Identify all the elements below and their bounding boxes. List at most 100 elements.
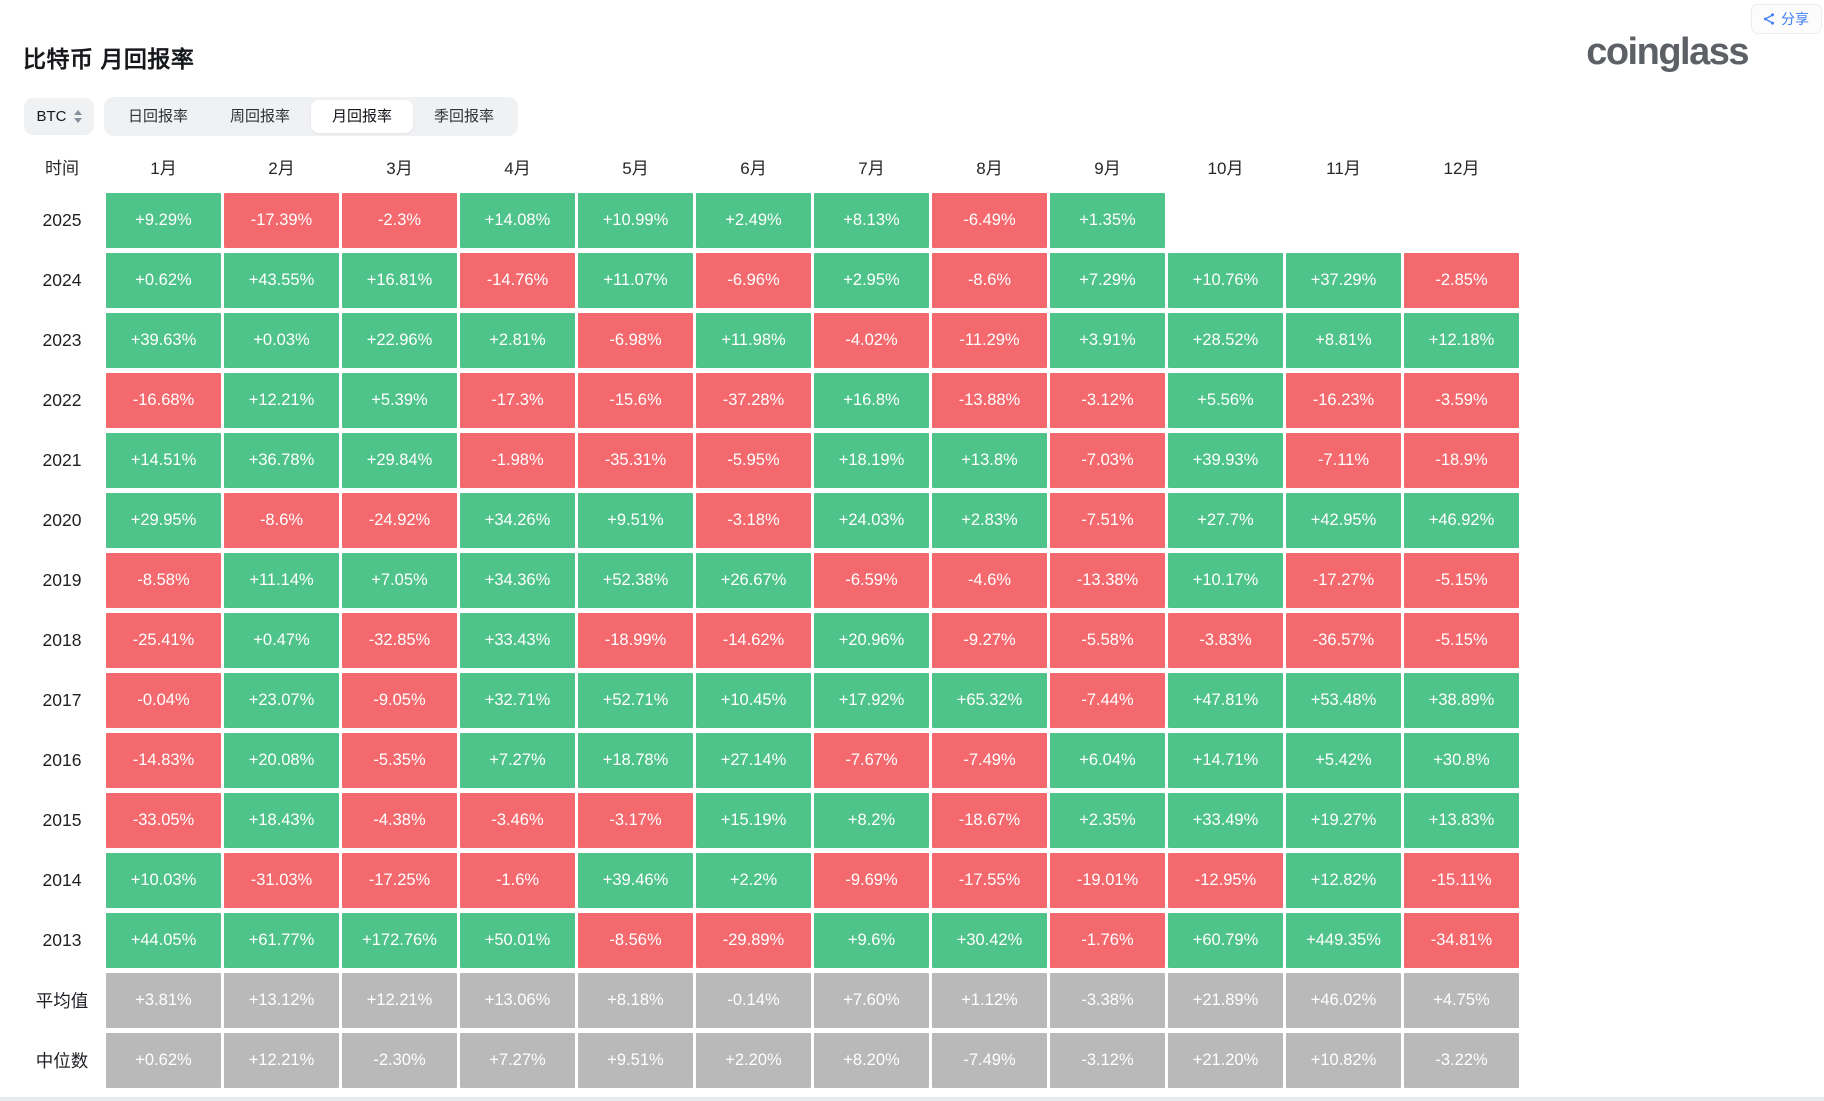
return-cell: +43.55%	[224, 252, 339, 308]
return-cell: +12.21%	[224, 372, 339, 428]
return-cell: +33.49%	[1168, 792, 1283, 848]
return-cell: +2.35%	[1050, 792, 1165, 848]
return-cell: +0.03%	[224, 312, 339, 368]
row-label: 2025	[42, 209, 82, 230]
return-cell: -6.96%	[696, 252, 811, 308]
row-label: 中位数	[35, 1050, 89, 1071]
return-cell: +7.29%	[1050, 252, 1165, 308]
share-button[interactable]: 分享	[1751, 4, 1822, 34]
return-cell: -1.6%	[460, 852, 575, 908]
return-cell: -14.76%	[460, 252, 575, 308]
return-cell: -36.57%	[1286, 612, 1401, 668]
return-cell: -3.17%	[578, 792, 693, 848]
return-cell: -3.12%	[1050, 1032, 1165, 1088]
return-period-tabs: 日回报率 周回报率 月回报率 季回报率	[104, 97, 519, 136]
return-cell: -34.81%	[1404, 912, 1519, 968]
return-cell: +3.81%	[106, 972, 221, 1028]
month-header: 7月	[858, 159, 885, 178]
return-cell: +12.21%	[342, 972, 457, 1028]
return-cell: +9.51%	[578, 492, 693, 548]
return-cell: +2.95%	[814, 252, 929, 308]
return-cell: +28.52%	[1168, 312, 1283, 368]
return-cell: +27.7%	[1168, 492, 1283, 548]
month-header: 4月	[504, 159, 531, 178]
return-cell: +2.83%	[932, 492, 1047, 548]
return-cell: -2.3%	[342, 192, 457, 248]
return-cell: -16.68%	[106, 372, 221, 428]
return-cell: -8.56%	[578, 912, 693, 968]
return-cell: -3.22%	[1404, 1032, 1519, 1088]
tab-3[interactable]: 季回报率	[434, 108, 495, 125]
return-cell: -1.76%	[1050, 912, 1165, 968]
return-cell: +0.62%	[106, 1032, 221, 1088]
returns-table: 时间 1月 2月 3月 4月 5月 6月 7月 8月 9月 10月 11月 12月 2025 +9.29% -…	[21, 143, 1519, 1090]
return-cell: +8.18%	[578, 972, 693, 1028]
return-cell: -2.85%	[1404, 252, 1519, 308]
return-cell: -9.69%	[814, 852, 929, 908]
return-cell: +33.43%	[460, 612, 575, 668]
return-cell: +39.46%	[578, 852, 693, 908]
return-cell: -17.27%	[1286, 552, 1401, 608]
return-cell: -7.67%	[814, 732, 929, 788]
return-cell: +36.78%	[224, 432, 339, 488]
return-cell: -5.15%	[1404, 552, 1519, 608]
return-cell: +65.32%	[932, 672, 1047, 728]
return-cell: +61.77%	[224, 912, 339, 968]
return-cell: -13.38%	[1050, 552, 1165, 608]
return-cell: +15.19%	[696, 792, 811, 848]
tab-2[interactable]: 月回报率	[311, 100, 414, 133]
return-cell: +11.14%	[224, 552, 339, 608]
return-cell: -4.38%	[342, 792, 457, 848]
share-button-label: 分享	[1781, 11, 1809, 27]
return-cell: -5.15%	[1404, 612, 1519, 668]
return-cell: +10.45%	[696, 672, 811, 728]
return-cell: -7.49%	[932, 732, 1047, 788]
return-cell: +10.17%	[1168, 552, 1283, 608]
return-cell: +0.47%	[224, 612, 339, 668]
return-cell: +13.12%	[224, 972, 339, 1028]
return-cell: +11.98%	[696, 312, 811, 368]
month-header: 9月	[1094, 159, 1121, 178]
return-cell: +0.62%	[106, 252, 221, 308]
row-label: 2024	[42, 269, 82, 290]
row-label: 2022	[42, 389, 82, 410]
return-cell: +8.13%	[814, 192, 929, 248]
return-cell: +5.39%	[342, 372, 457, 428]
return-cell: -17.3%	[460, 372, 575, 428]
return-cell: +47.81%	[1168, 672, 1283, 728]
return-cell: -13.88%	[932, 372, 1047, 428]
row-label: 2016	[42, 749, 82, 770]
return-cell: -7.51%	[1050, 492, 1165, 548]
return-cell: +14.08%	[460, 192, 575, 248]
return-cell: -19.01%	[1050, 852, 1165, 908]
empty-cell	[1286, 193, 1401, 248]
row-label: 2017	[42, 689, 82, 710]
return-cell: -18.99%	[578, 612, 693, 668]
return-cell: +8.81%	[1286, 312, 1401, 368]
return-cell: +18.19%	[814, 432, 929, 488]
tab-1[interactable]: 周回报率	[230, 108, 291, 125]
return-cell: -4.02%	[814, 312, 929, 368]
return-cell: +1.12%	[932, 972, 1047, 1028]
return-cell: -0.14%	[696, 972, 811, 1028]
return-cell: +7.60%	[814, 972, 929, 1028]
return-cell: -31.03%	[224, 852, 339, 908]
return-cell: +52.38%	[578, 552, 693, 608]
return-cell: -33.05%	[106, 792, 221, 848]
return-cell: +12.21%	[224, 1032, 339, 1088]
return-cell: -6.59%	[814, 552, 929, 608]
return-cell: +39.93%	[1168, 432, 1283, 488]
tab-0[interactable]: 日回报率	[128, 108, 189, 125]
return-cell: +16.8%	[814, 372, 929, 428]
return-cell: -8.6%	[224, 492, 339, 548]
return-cell: -2.30%	[342, 1032, 457, 1088]
return-cell: +11.07%	[578, 252, 693, 308]
return-cell: +9.51%	[578, 1032, 693, 1088]
row-label: 平均值	[35, 990, 89, 1011]
return-cell: -8.6%	[932, 252, 1047, 308]
return-cell: +2.81%	[460, 312, 575, 368]
return-cell: -5.35%	[342, 732, 457, 788]
coin-selector[interactable]: BTC	[24, 98, 94, 135]
share-icon	[1762, 12, 1776, 26]
return-cell: +39.63%	[106, 312, 221, 368]
